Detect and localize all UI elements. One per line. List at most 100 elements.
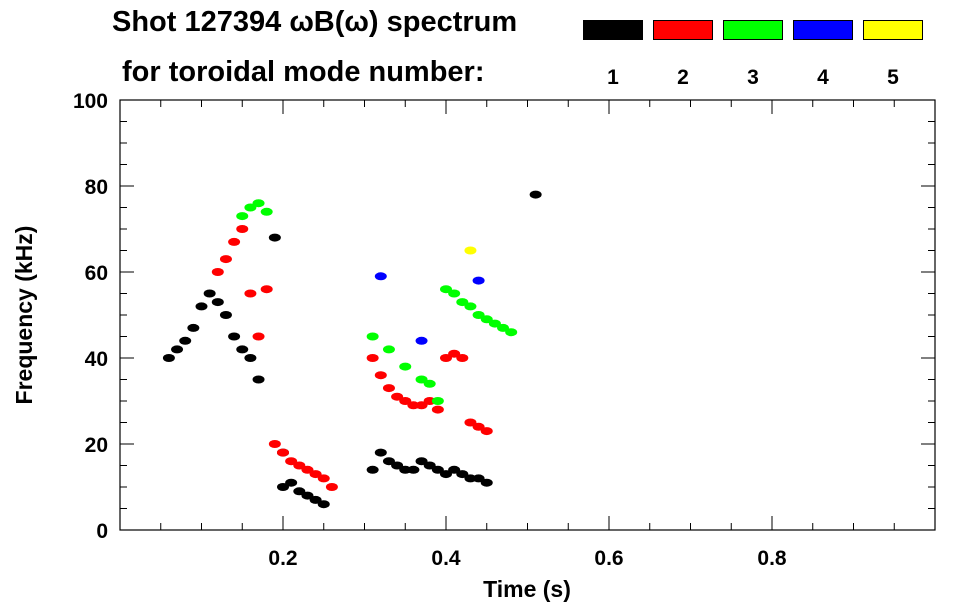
data-point — [431, 405, 444, 414]
y-tick-label: 20 — [85, 434, 108, 457]
series-4 — [374, 272, 485, 345]
data-point — [440, 354, 452, 362]
data-point — [260, 285, 273, 294]
y-tick-label: 60 — [85, 262, 108, 285]
axis-ticks: 0.2 0.4 0.6 0.8 0 20 40 60 80 100 — [73, 90, 935, 570]
data-point — [244, 354, 257, 362]
x-tick-label: 0.6 — [594, 547, 623, 570]
data-point — [285, 478, 298, 487]
data-point — [440, 470, 452, 479]
data-point — [480, 427, 493, 436]
data-point — [415, 375, 428, 384]
data-point — [472, 474, 485, 483]
data-point — [301, 491, 314, 500]
chart-title: Shot 127394 ωB(ω) spectrum — [112, 6, 518, 38]
data-point — [448, 289, 461, 298]
x-axis-label: Time (s) — [483, 576, 571, 602]
data-point — [505, 328, 518, 337]
legend-swatch-3 — [723, 20, 783, 40]
data-point — [203, 289, 216, 298]
x-tick-label: 0.4 — [431, 547, 461, 570]
data-point — [293, 487, 306, 496]
data-point — [374, 272, 387, 281]
data-point — [391, 392, 404, 401]
legend-label-5: 5 — [887, 66, 899, 89]
data-point — [407, 465, 420, 474]
data-point — [456, 298, 469, 307]
data-point — [211, 268, 224, 276]
data-point — [309, 470, 322, 479]
data-point — [472, 276, 485, 285]
data-point — [431, 465, 444, 474]
y-tick-label: 80 — [85, 176, 108, 199]
data-point — [366, 465, 379, 474]
legend-swatch-4 — [793, 20, 853, 40]
series-2 — [211, 225, 493, 491]
data-point — [252, 332, 265, 341]
data-point — [366, 354, 379, 362]
data-point — [415, 401, 428, 410]
data-point — [480, 315, 493, 324]
data-point — [252, 375, 265, 384]
data-point — [260, 207, 273, 216]
data-point — [268, 440, 281, 448]
data-point — [317, 474, 330, 483]
data-point — [211, 298, 224, 307]
data-point — [456, 470, 469, 479]
series-1 — [162, 190, 542, 509]
data-point — [244, 203, 257, 212]
data-point — [252, 199, 265, 208]
x-tick-label: 0.2 — [268, 547, 297, 570]
data-point — [464, 246, 477, 255]
data-point — [382, 345, 395, 354]
chart-subtitle: for toroidal mode number: — [122, 56, 485, 88]
data-point — [415, 457, 428, 466]
legend-swatch-1 — [583, 20, 643, 40]
data-point — [374, 448, 387, 457]
data-point — [423, 461, 436, 470]
data-point — [480, 478, 493, 487]
data-point — [228, 332, 241, 341]
data-point — [464, 302, 477, 311]
data-marks — [162, 190, 542, 509]
x-tick-label: 0.8 — [757, 547, 787, 570]
data-point — [464, 418, 477, 427]
data-point — [277, 483, 289, 491]
data-point — [219, 255, 232, 264]
legend-label-3: 3 — [747, 66, 759, 89]
data-point — [236, 345, 249, 354]
data-point — [497, 323, 510, 332]
data-point — [374, 371, 387, 380]
data-point — [472, 422, 485, 431]
data-point — [317, 500, 330, 509]
y-axis-label: Frequency (kHz) — [11, 226, 37, 405]
series-5 — [464, 246, 477, 255]
data-point — [456, 354, 469, 362]
data-point — [472, 311, 485, 319]
data-point — [423, 379, 436, 388]
data-point — [488, 319, 501, 328]
legend-label-4: 4 — [817, 66, 829, 89]
y-tick-label: 100 — [73, 90, 108, 113]
data-point — [179, 336, 192, 345]
y-tick-label: 0 — [96, 520, 108, 543]
data-point — [187, 323, 200, 332]
data-point — [309, 495, 322, 504]
data-point — [301, 465, 314, 474]
data-point — [431, 397, 444, 405]
data-point — [268, 233, 281, 242]
data-point — [171, 345, 184, 354]
data-point — [440, 285, 452, 294]
data-point — [236, 212, 249, 221]
data-point — [244, 289, 257, 298]
data-point — [415, 336, 428, 345]
series-3 — [236, 199, 518, 405]
data-point — [382, 384, 395, 393]
legend-swatch-2 — [653, 20, 713, 40]
data-point — [219, 311, 232, 319]
data-point — [162, 354, 175, 362]
data-point — [228, 237, 241, 246]
data-point — [391, 461, 404, 470]
legend-swatch-5 — [863, 20, 923, 40]
